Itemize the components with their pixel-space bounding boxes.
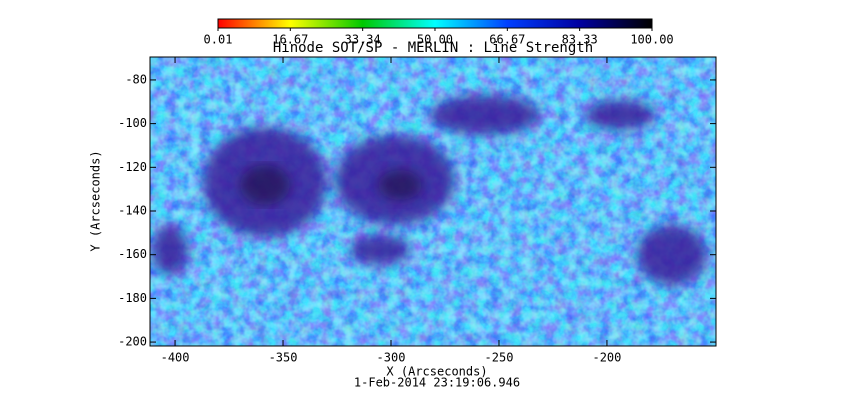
colorbar-tick-label: 66.67 xyxy=(489,33,525,47)
y-tick-label: -120 xyxy=(118,160,147,174)
y-tick-label: -140 xyxy=(118,204,147,218)
plot-frame xyxy=(149,56,717,347)
colorbar-tick-label: 33.34 xyxy=(345,33,381,47)
x-tick-label: -300 xyxy=(377,351,406,365)
chart-title: Hinode SOT/SP - MERLIN : Line Strength xyxy=(273,40,593,56)
x-tick-label: -400 xyxy=(161,351,190,365)
heatmap-image xyxy=(150,57,716,346)
x-tick-label: -350 xyxy=(269,351,298,365)
y-axis-label: Y (Arcseconds) xyxy=(89,150,103,251)
x-tick-label: -200 xyxy=(592,351,621,365)
y-tick-label: -160 xyxy=(118,247,147,261)
timestamp: 1-Feb-2014 23:19:06.946 xyxy=(354,376,520,390)
y-tick-label: -80 xyxy=(125,72,147,86)
y-tick-label: -200 xyxy=(118,335,147,349)
colorbar-tick-label: 100.00 xyxy=(630,33,673,47)
colorbar-tick-label: 50.00 xyxy=(417,33,453,47)
y-tick-label: -100 xyxy=(118,116,147,130)
colorbar-tick-label: 0.01 xyxy=(204,33,233,47)
colorbar-tick-label: 16.67 xyxy=(272,33,308,47)
y-tick-label: -180 xyxy=(118,291,147,305)
colorbar xyxy=(217,18,653,29)
x-tick-label: -250 xyxy=(485,351,514,365)
x-axis-label: X (Arcseconds) xyxy=(386,365,487,379)
colorbar-tick-label: 83.33 xyxy=(562,33,598,47)
